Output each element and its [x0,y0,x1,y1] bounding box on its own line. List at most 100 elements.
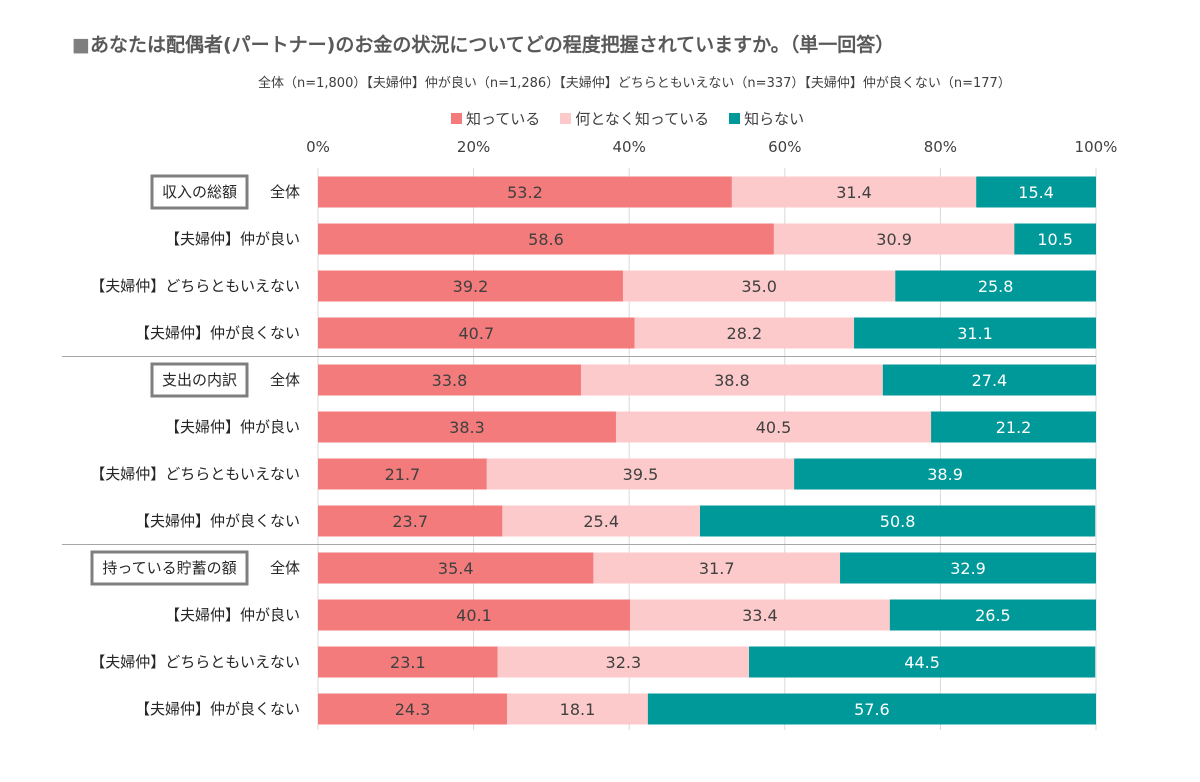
data-label: 53.2 [507,183,543,202]
row-label: 【夫婦仲】仲が良い [165,418,300,436]
data-label: 35.4 [438,559,474,578]
bar-segment-somewhat [580,364,883,396]
bar-segment-know [318,317,635,349]
legend-item-somewhat: 何となく知っている [560,108,709,129]
row-label: 【夫婦仲】どちらともいえない [90,277,300,295]
bar-segment-dont [840,552,1096,584]
data-label: 15.4 [1018,183,1054,202]
bar-segment-know [318,176,732,208]
x-tick-label: 100% [1075,138,1118,156]
data-label: 57.6 [854,700,890,719]
bar-segment-know [318,646,498,678]
data-label: 39.2 [453,277,489,296]
data-label: 38.3 [449,418,485,437]
data-label: 25.8 [978,277,1014,296]
data-label: 38.9 [927,465,963,484]
legend-swatch-know [451,113,462,124]
bar-segment-dont [699,505,1096,537]
legend-swatch-somewhat [560,113,572,124]
group-label-box [150,174,249,210]
group-label-box [90,550,249,586]
row-label: 【夫婦仲】仲が良い [165,606,300,624]
bar-segment-know [318,364,581,396]
bar-segment-dont [895,270,1096,302]
legend-label-somewhat: 何となく知っている [575,110,710,128]
bar-segment-somewhat [731,176,977,208]
data-label: 23.1 [390,653,426,672]
data-label: 25.4 [583,512,619,531]
data-label: 50.8 [880,512,916,531]
bar-segment-somewhat [486,458,795,490]
data-label: 44.5 [904,653,940,672]
title-text: あなたは配偶者(パートナー)のお金の状況についてどの程度把握されていますか。（単… [89,34,895,56]
row-label: 【夫婦仲】どちらともいえない [90,653,300,671]
title-marker: ■ [72,34,90,56]
x-tick-label: 80% [924,138,957,156]
bar-segment-know [318,270,623,302]
row-label: 【夫婦仲】仲が良くない [135,700,300,718]
data-label: 30.9 [876,230,912,249]
bar-segment-dont [889,599,1096,631]
bar-segment-dont [882,364,1096,396]
data-label: 58.6 [528,230,564,249]
data-label: 26.5 [975,606,1011,625]
data-label: 31.4 [836,183,872,202]
row-label: 全体 [270,371,300,389]
bar-segment-somewhat [615,411,932,443]
data-label: 27.4 [972,371,1008,390]
data-label: 31.7 [699,559,735,578]
group-label: 収入の総額 [162,183,237,201]
data-label: 40.1 [456,606,492,625]
data-label: 38.8 [714,371,750,390]
data-label: 18.1 [560,700,596,719]
bar-segment-know [318,223,774,255]
data-label: 40.7 [459,324,495,343]
group-label: 持っている貯蓄の額 [102,559,236,577]
row-label: 【夫婦仲】仲が良くない [135,512,300,530]
bar-segment-dont [931,411,1096,443]
data-label: 35.0 [741,277,777,296]
legend-item-know: 知っている [451,108,540,129]
data-label: 40.5 [756,418,792,437]
x-tick-label: 20% [457,138,490,156]
bar-segment-dont [976,176,1096,208]
bar-segment-know [318,458,487,490]
data-label: 33.8 [432,371,468,390]
row-label: 全体 [270,559,300,577]
data-label: 33.4 [742,606,778,625]
chart-title: ■あなたは配偶者(パートナー)のお金の状況についてどの程度把握されていますか。（… [72,30,894,57]
bar-segment-somewhat [497,646,750,678]
legend-item-dont: 知らない [729,108,804,129]
data-label: 10.5 [1037,230,1073,249]
x-tick-label: 40% [613,138,646,156]
bar-segment-dont [854,317,1096,349]
bar-segment-dont [647,693,1096,725]
row-label: 【夫婦仲】仲が良い [165,230,300,248]
bar-segment-somewhat [773,223,1015,255]
x-tick-label: 0% [306,138,330,156]
data-label: 24.3 [395,700,431,719]
legend: 知っている 何となく知っている 知らない [451,108,804,129]
x-tick-label: 60% [768,138,801,156]
bar-segment-know [318,411,616,443]
data-label: 31.1 [957,324,993,343]
bar-segment-dont [749,646,1096,678]
bar-segment-somewhat [622,270,896,302]
bar-segment-dont [794,458,1096,490]
bar-segment-know [318,599,630,631]
legend-label-know: 知っている [466,110,541,128]
chart-subtitle: 全体（n=1,800）【夫婦仲】仲が良い（n=1,286）【夫婦仲】どちらともい… [258,76,1011,91]
group-label-box [150,362,249,398]
bar-segment-somewhat [507,693,648,725]
bar-segment-know [318,693,508,725]
bar-segment-know [318,505,503,537]
data-label: 28.2 [727,324,763,343]
bar-segment-dont [1014,223,1096,255]
data-label: 32.9 [950,559,986,578]
data-label: 21.2 [996,418,1032,437]
bar-segment-somewhat [593,552,841,584]
row-label: 【夫婦仲】どちらともいえない [90,465,300,483]
row-label: 【夫婦仲】仲が良くない [135,324,300,342]
data-label: 32.3 [606,653,642,672]
